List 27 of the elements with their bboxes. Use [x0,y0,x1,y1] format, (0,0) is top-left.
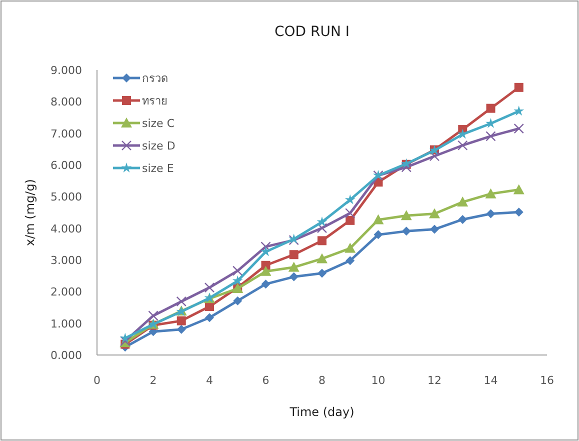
y-tick-label: 1.000 [50,317,82,330]
y-tick-label: 8.000 [50,96,82,109]
x-tick-label: 16 [540,374,554,387]
legend-label: size C [142,117,175,130]
x-axis-title: Time (day) [288,405,354,419]
x-tick-label: 10 [371,374,386,387]
y-tick-label: 7.000 [50,127,82,140]
y-tick-label: 6.000 [50,159,82,172]
y-tick-label: 3.000 [50,254,82,267]
x-tick-label: 4 [206,374,213,387]
y-tick-label: 4.000 [50,222,82,236]
y-tick-label: 0.000 [50,349,82,362]
x-tick-label: 8 [318,374,326,387]
x-tick-label: 14 [484,374,498,387]
legend-label: size E [142,162,174,175]
y-axis-title: x/m (mg/g) [23,179,37,246]
x-tick-label: 2 [150,374,157,387]
chart-title: COD RUN I [274,24,350,40]
legend-label: ทราย [142,94,167,108]
y-tick-label: 5.000 [50,190,82,204]
x-tick-label: 0 [94,374,100,387]
legend-label: กรวด [142,72,168,85]
x-tick-label: 12 [428,374,442,387]
x-tick-label: 6 [262,374,270,387]
y-tick-label: 9.000 [50,64,82,77]
y-tick-label: 2.000 [50,286,82,299]
legend-label: size D [142,140,176,152]
